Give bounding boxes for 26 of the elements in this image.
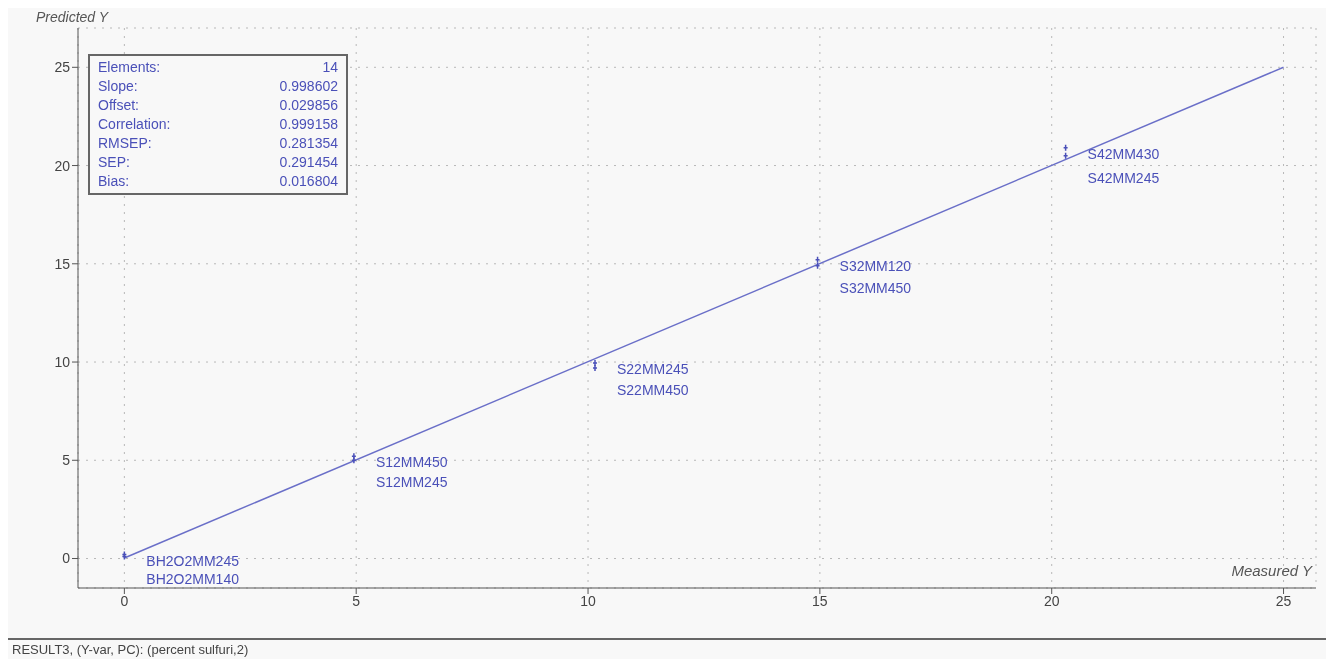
stats-box: Elements: 14 Slope: 0.998602 Offset: 0.029856 Correlation: 0.999158 RMSEP: 0.281354 SEP: 0.291454 Bias: 0.016804	[88, 54, 348, 195]
y-tick-label: 25	[54, 59, 71, 76]
x-axis-title: Measured Y	[1231, 562, 1312, 579]
annotation: BH2O2MM245	[146, 552, 240, 569]
annotation: S42MM430	[1087, 145, 1160, 162]
x-tick-label: 0	[120, 592, 129, 609]
y-axis-title: Predicted Y	[36, 8, 110, 25]
x-tick-label: 20	[1043, 592, 1060, 609]
annotation: S22MM245	[616, 360, 689, 377]
annotation: BH2O2MM140	[146, 570, 240, 587]
y-tick-label: 10	[54, 354, 71, 371]
annotation: S12MM245	[375, 474, 448, 491]
x-tick-label: 15	[812, 592, 828, 609]
annotation: S32MM450	[839, 279, 912, 296]
annotation: S22MM450	[616, 381, 689, 398]
x-tick-label: 5	[352, 592, 361, 609]
y-tick-label: 15	[54, 255, 71, 272]
annotation: S42MM245	[1087, 169, 1160, 186]
annotation: S32MM120	[839, 257, 912, 274]
y-tick-label: 20	[54, 157, 71, 174]
x-tick-label: 10	[580, 592, 597, 609]
y-tick-label: 5	[62, 452, 71, 469]
y-tick-label: 0	[62, 550, 71, 567]
text: RESULT3, (Y-var, PC): (percent sulfuri,2)	[8, 638, 1326, 659]
x-tick-label: 25	[1275, 592, 1292, 609]
annotation: S12MM450	[375, 454, 448, 471]
